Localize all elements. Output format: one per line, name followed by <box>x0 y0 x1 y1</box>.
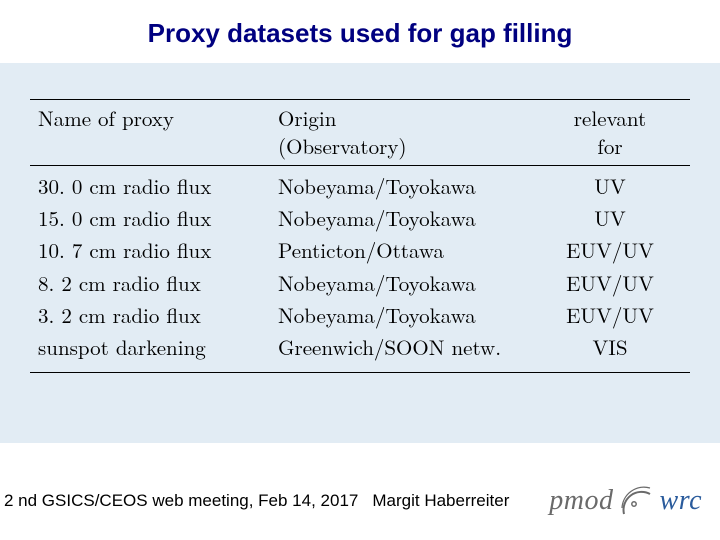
logo-pmod-text: pmod <box>549 485 613 517</box>
cell-name: sunspot darkening <box>30 331 270 372</box>
pmod-wrc-logo: pmod wrc <box>549 484 720 518</box>
th-name: Name of proxy <box>30 100 270 133</box>
footer: 2 nd GSICS/CEOS web meeting, Feb 14, 201… <box>0 484 720 518</box>
table-row: 30. 0 cm radio flux Nobeyama/Toyokawa UV <box>30 165 690 202</box>
cell-relevant: UV <box>530 165 690 202</box>
logo-wrc-text: wrc <box>660 485 702 517</box>
logo-swish-icon <box>620 484 654 518</box>
th-name-sub <box>30 132 270 165</box>
proxy-table: Name of proxy Origin relevant (Observato… <box>30 99 690 373</box>
cell-name: 8. 2 cm radio flux <box>30 267 270 299</box>
table-row: 3. 2 cm radio flux Nobeyama/Toyokawa EUV… <box>30 299 690 331</box>
footer-meeting: 2 nd GSICS/CEOS web meeting, Feb 14, 201… <box>0 491 358 511</box>
page-title: Proxy datasets used for gap filling <box>0 0 720 49</box>
table-row: 15. 0 cm radio flux Nobeyama/Toyokawa UV <box>30 202 690 234</box>
cell-name: 15. 0 cm radio flux <box>30 202 270 234</box>
th-origin-sub: (Observatory) <box>270 132 530 165</box>
cell-origin: Nobeyama/Toyokawa <box>270 267 530 299</box>
cell-relevant: UV <box>530 202 690 234</box>
cell-name: 10. 7 cm radio flux <box>30 234 270 266</box>
cell-origin: Greenwich/SOON netw. <box>270 331 530 372</box>
cell-relevant: VIS <box>530 331 690 372</box>
table-row: 10. 7 cm radio flux Penticton/Ottawa EUV… <box>30 234 690 266</box>
th-relevant-sub: for <box>530 132 690 165</box>
cell-origin: Penticton/Ottawa <box>270 234 530 266</box>
cell-relevant: EUV/UV <box>530 299 690 331</box>
footer-author: Margit Haberreiter <box>358 491 509 511</box>
cell-name: 3. 2 cm radio flux <box>30 299 270 331</box>
th-origin: Origin <box>270 100 530 133</box>
table-row: 8. 2 cm radio flux Nobeyama/Toyokawa EUV… <box>30 267 690 299</box>
cell-origin: Nobeyama/Toyokawa <box>270 165 530 202</box>
cell-relevant: EUV/UV <box>530 234 690 266</box>
cell-relevant: EUV/UV <box>530 267 690 299</box>
table-row: sunspot darkening Greenwich/SOON netw. V… <box>30 331 690 372</box>
cell-origin: Nobeyama/Toyokawa <box>270 202 530 234</box>
table-panel: Name of proxy Origin relevant (Observato… <box>0 63 720 443</box>
th-relevant: relevant <box>530 100 690 133</box>
cell-origin: Nobeyama/Toyokawa <box>270 299 530 331</box>
cell-name: 30. 0 cm radio flux <box>30 165 270 202</box>
